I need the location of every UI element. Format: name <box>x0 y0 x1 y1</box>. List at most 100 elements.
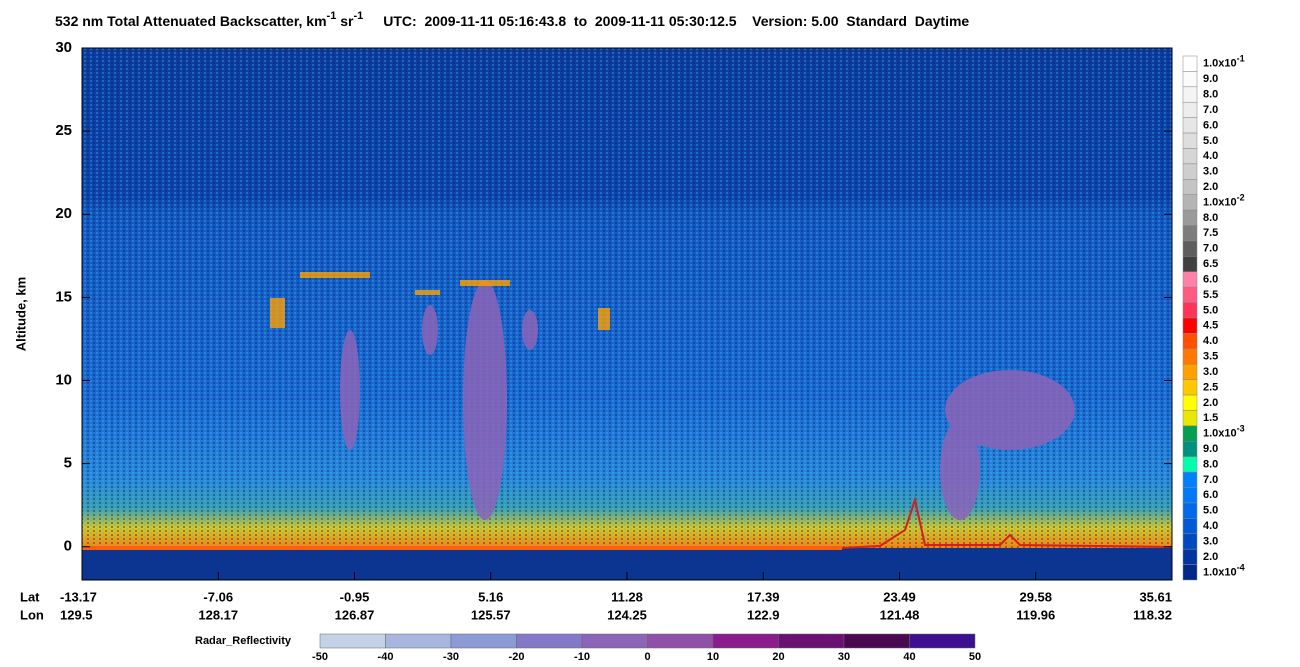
colorbar-cell <box>1182 379 1198 396</box>
colorbar-label: 1.0x10-3 <box>1203 424 1245 440</box>
colorbar2-tick-label: -50 <box>312 651 328 663</box>
colorbar-cell <box>1182 564 1198 581</box>
colorbar-label-text: 5.5 <box>1203 289 1218 301</box>
colorbar-label-exp: -3 <box>1237 424 1245 434</box>
colorbar-cell <box>1182 317 1198 334</box>
colorbar2-cell <box>319 633 386 649</box>
colorbar-label: 4.0 <box>1203 520 1218 532</box>
colorbar-cell <box>1182 302 1198 319</box>
colorbar2-cell <box>647 633 714 649</box>
colorbar-label: 5.0 <box>1203 135 1218 147</box>
colorbar-label: 8.0 <box>1203 88 1218 100</box>
colorbar-label-text: 1.0x10 <box>1203 58 1237 70</box>
colorbar-cell <box>1182 148 1198 165</box>
y-tick-label: 10 <box>55 371 72 388</box>
colorbar-cell <box>1182 71 1198 88</box>
colorbar-label-text: 1.0x10 <box>1203 427 1237 439</box>
colorbar-cell <box>1182 55 1198 72</box>
x-row-name: Lon <box>20 607 44 622</box>
colorbar-label-text: 1.5 <box>1203 412 1218 424</box>
colorbar-cell <box>1182 548 1198 565</box>
colorbar-label-text: 5.0 <box>1203 505 1218 517</box>
x-tick-label: 129.5 <box>60 607 93 622</box>
colorbar-cell <box>1182 425 1198 442</box>
y-tick-label: 25 <box>55 122 72 139</box>
colorbar-label-text: 7.0 <box>1203 474 1218 486</box>
x-tick-label: -0.95 <box>340 589 370 604</box>
chart-subtitle: UTC: 2009-11-11 05:16:43.8 to 2009-11-11… <box>383 13 969 29</box>
colorbar-label: 1.0x10-1 <box>1203 54 1245 70</box>
x-tick-label: -13.17 <box>60 589 97 604</box>
colorbar-label-text: 8.0 <box>1203 212 1218 224</box>
colorbar2-tick-label: -10 <box>574 651 590 663</box>
colorbar-label: 4.5 <box>1203 320 1218 332</box>
colorbar-cell <box>1182 363 1198 380</box>
colorbar-label-exp: -4 <box>1237 563 1245 573</box>
colorbar-label-text: 4.0 <box>1203 150 1218 162</box>
colorbar2-tick-label: 40 <box>903 651 915 663</box>
x-tick-label: 128.17 <box>198 607 238 622</box>
colorbar2-cell <box>516 633 583 649</box>
colorbar-label: 2.0 <box>1203 397 1218 409</box>
colorbar-label-text: 6.0 <box>1203 119 1218 131</box>
colorbar2-cell <box>712 633 779 649</box>
chart-title: 532 nm Total Attenuated Backscatter, km-… <box>55 10 969 29</box>
colorbar-label-text: 4.0 <box>1203 520 1218 532</box>
colorbar-label: 6.0 <box>1203 273 1218 285</box>
colorbar-label-text: 9.0 <box>1203 443 1218 455</box>
y-tick-label: 30 <box>55 39 72 56</box>
colorbar-cell <box>1182 471 1198 488</box>
x-tick-label: 11.28 <box>611 589 643 604</box>
colorbar-cell <box>1182 179 1198 195</box>
colorbar-label-text: 2.0 <box>1203 181 1218 193</box>
colorbar-label-text: 2.0 <box>1203 551 1218 563</box>
colorbar-cell <box>1182 163 1198 180</box>
colorbar2-tick-label: 20 <box>772 651 784 663</box>
colorbar-label: 9.0 <box>1203 73 1218 85</box>
colorbar-label-text: 1.0x10 <box>1203 566 1237 578</box>
colorbar-label-text: 6.0 <box>1203 489 1218 501</box>
colorbar-label: 2.0 <box>1203 551 1218 563</box>
colorbar-label-text: 9.0 <box>1203 73 1218 85</box>
x-tick-label: 29.58 <box>1019 589 1052 604</box>
colorbar-cell <box>1182 225 1198 242</box>
colorbar-label-text: 8.0 <box>1203 88 1218 100</box>
colorbar-cell <box>1182 117 1198 134</box>
colorbar-label: 3.0 <box>1203 366 1218 378</box>
colorbar-label: 7.0 <box>1203 243 1218 255</box>
colorbar-label: 8.0 <box>1203 458 1218 470</box>
colorbar-label-text: 5.0 <box>1203 304 1218 316</box>
colorbar-label: 3.5 <box>1203 350 1218 362</box>
x-tick-label: 23.49 <box>883 589 916 604</box>
colorbar-label-text: 7.5 <box>1203 227 1218 239</box>
x-tick-label: 122.9 <box>747 607 780 622</box>
x-tick-label: 17.39 <box>747 589 780 604</box>
colorbar-label: 5.0 <box>1203 505 1218 517</box>
colorbar-label: 3.0 <box>1203 535 1218 547</box>
backscatter-field <box>82 48 1173 580</box>
colorbar-label-text: 6.0 <box>1203 273 1218 285</box>
x-tick-label: 124.25 <box>607 607 647 622</box>
colorbar-label-text: 3.0 <box>1203 366 1218 378</box>
colorbar-cell <box>1182 256 1198 273</box>
colorbar-label: 6.5 <box>1203 258 1218 270</box>
colorbar-cell <box>1182 410 1198 427</box>
colorbar2-name: Radar_Reflectivity <box>195 635 292 647</box>
colorbar-label-text: 7.0 <box>1203 104 1218 116</box>
colorbar-cell <box>1182 86 1198 103</box>
colorbar-label-text: 2.0 <box>1203 397 1218 409</box>
colorbar-label-text: 7.0 <box>1203 243 1218 255</box>
x-tick-label: 125.57 <box>471 607 511 622</box>
colorbar-label: 4.0 <box>1203 335 1218 347</box>
colorbar-cell <box>1182 240 1198 257</box>
colorbar-label: 3.0 <box>1203 165 1218 177</box>
y-tick-label: 20 <box>55 205 72 222</box>
x-tick-label: 119.96 <box>1016 607 1055 622</box>
colorbar-label-text: 3.0 <box>1203 165 1218 177</box>
colorbar2-tick-label: 30 <box>838 651 850 663</box>
colorbar-label-text: 4.5 <box>1203 320 1218 332</box>
y-tick-label: 0 <box>64 538 72 555</box>
title-part: -1 <box>353 10 363 22</box>
colorbar-label: 4.0 <box>1203 150 1218 162</box>
